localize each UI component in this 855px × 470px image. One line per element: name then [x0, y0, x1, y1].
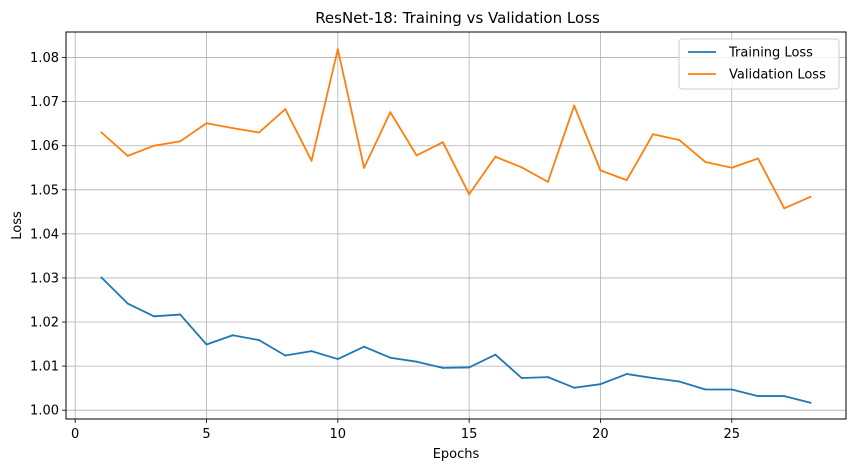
data-point-validation-loss [625, 179, 628, 182]
data-point-training-loss [179, 313, 182, 316]
y-axis: 1.00 1.01 1.02 1.03 1.04 1.05 1.06 1.07 1.08 [30, 51, 66, 419]
x-tick-label: 10 [330, 427, 347, 442]
data-point-validation-loss [678, 138, 681, 141]
x-tick-label: 20 [592, 427, 609, 442]
data-point-validation-loss [415, 154, 418, 157]
y-tick-label: 1.06 [30, 139, 59, 154]
plot-area [66, 32, 846, 419]
data-point-training-loss [651, 377, 654, 380]
y-tick-label: 1.03 [30, 271, 59, 286]
data-point-training-loss [126, 302, 129, 305]
plot-frame [65, 31, 847, 420]
data-point-training-loss [783, 395, 786, 398]
data-point-training-loss [441, 366, 444, 369]
data-point-validation-loss [651, 133, 654, 136]
series-lines [100, 48, 812, 404]
data-point-training-loss [678, 380, 681, 383]
data-point-training-loss [100, 276, 103, 279]
data-point-training-loss [704, 388, 707, 391]
data-point-validation-loss [205, 122, 208, 125]
data-point-training-loss [468, 366, 471, 369]
y-tick-label: 1.01 [30, 360, 59, 375]
data-point-training-loss [363, 345, 366, 348]
data-point-validation-loss [573, 104, 576, 107]
data-point-training-loss [389, 356, 392, 359]
series-line-training-loss [100, 276, 811, 404]
data-point-validation-loss [336, 48, 339, 51]
data-point-validation-loss [310, 159, 313, 162]
y-tick-label: 1.02 [30, 316, 59, 331]
x-tick-label: 5 [202, 427, 210, 442]
series-line-validation-loss [100, 48, 811, 210]
data-point-validation-loss [363, 166, 366, 169]
x-axis: 0 5 10 15 20 25 [71, 419, 740, 442]
data-point-validation-loss [809, 195, 812, 198]
y-axis-label: Loss [10, 211, 25, 240]
data-point-training-loss [284, 354, 287, 357]
data-point-validation-loss [389, 111, 392, 114]
x-tick-label: 25 [723, 427, 740, 442]
y-tick-label: 1.08 [30, 51, 59, 66]
data-point-training-loss [625, 373, 628, 376]
data-point-validation-loss [100, 131, 103, 134]
y-tick-label: 1.07 [30, 95, 59, 110]
data-point-validation-loss [757, 157, 760, 160]
data-point-training-loss [546, 376, 549, 379]
data-point-validation-loss [231, 127, 234, 130]
data-point-validation-loss [179, 140, 182, 143]
data-point-validation-loss [546, 180, 549, 183]
data-point-validation-loss [730, 166, 733, 169]
data-point-training-loss [757, 395, 760, 398]
data-point-validation-loss [520, 166, 523, 169]
data-point-validation-loss [468, 193, 471, 196]
data-point-training-loss [336, 358, 339, 361]
data-point-training-loss [258, 339, 261, 342]
data-point-training-loss [494, 353, 497, 356]
legend-label-validation-loss: Validation Loss [729, 68, 826, 83]
data-point-training-loss [730, 388, 733, 391]
data-point-training-loss [809, 401, 812, 404]
x-axis-label: Epochs [433, 447, 480, 462]
data-point-validation-loss [441, 141, 444, 144]
data-point-training-loss [231, 334, 234, 337]
legend: Training Loss Validation Loss [678, 38, 840, 90]
y-tick-label: 1.05 [30, 183, 59, 198]
data-point-training-loss [205, 343, 208, 346]
data-point-training-loss [415, 360, 418, 363]
data-point-validation-loss [284, 108, 287, 111]
y-tick-label: 1.04 [30, 227, 59, 242]
data-point-training-loss [520, 377, 523, 380]
data-point-training-loss [152, 315, 155, 318]
data-point-validation-loss [258, 131, 261, 134]
x-tick-label: 0 [71, 427, 79, 442]
data-point-training-loss [310, 350, 313, 353]
data-point-training-loss [573, 386, 576, 389]
data-point-validation-loss [126, 154, 129, 157]
data-point-validation-loss [152, 144, 155, 147]
data-point-validation-loss [494, 155, 497, 158]
grid-lines [66, 32, 846, 419]
data-point-validation-loss [599, 169, 602, 172]
data-point-validation-loss [704, 161, 707, 164]
legend-label-training-loss: Training Loss [728, 46, 813, 61]
data-point-training-loss [599, 383, 602, 386]
legend-box [678, 38, 840, 90]
data-point-validation-loss [783, 207, 786, 210]
x-tick-label: 15 [461, 427, 478, 442]
chart-title: ResNet-18: Training vs Validation Loss [315, 9, 600, 27]
y-tick-label: 1.00 [30, 404, 59, 419]
